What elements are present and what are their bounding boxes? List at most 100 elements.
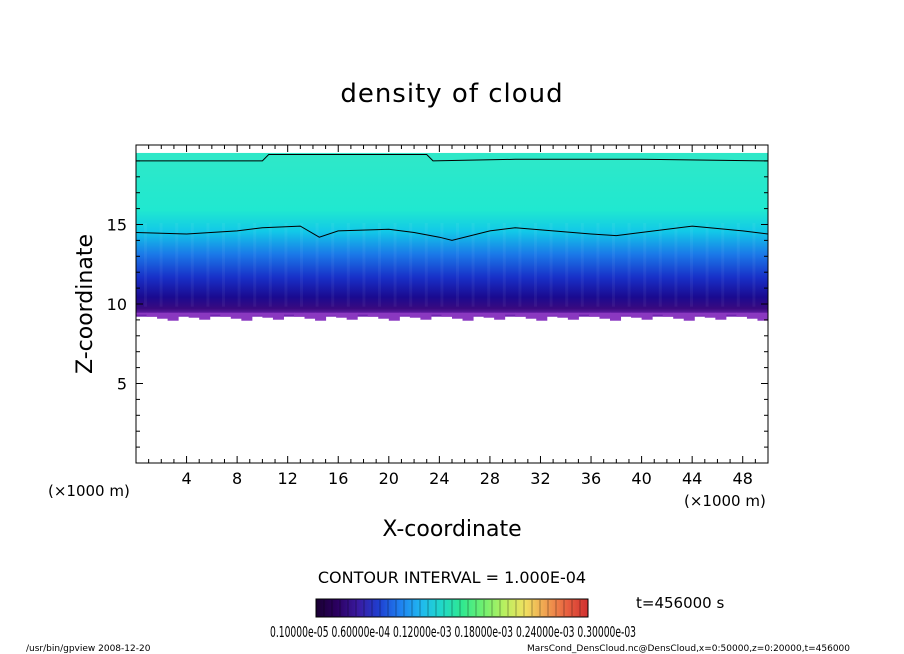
cloud-base-cell [441,312,453,317]
y-axis-ticks: 5 10 15 [107,160,768,448]
y-tick-label: 10 [107,295,127,314]
cloud-base-cell [283,312,295,315]
cloud-base-cell [146,312,158,317]
y-axis-unit: (×1000 m) [48,482,130,500]
footer-left: /usr/bin/gpview 2008-12-20 [26,644,151,654]
field-streak [284,222,288,307]
cloud-base-cell [136,312,148,315]
field-streak [424,222,428,307]
cloud-base-cell [272,312,284,320]
field-streak [736,222,740,307]
field-streak [456,222,459,307]
colorbar-labels: 0.10000e-05 0.60000e-04 0.12000e-03 0.18… [270,623,636,641]
cloud-density-field [136,152,768,321]
cloud-base-cell [409,312,421,318]
cloud-base-cell [610,312,622,321]
cloud-base-cell [483,312,495,318]
cloud-base-cell [536,312,548,321]
cloud-base-cell [220,312,232,317]
field-streak [565,222,569,307]
field-streak [300,222,303,307]
cloud-base-cell [388,312,400,321]
field-streak [393,222,397,307]
cloud-base-cell [546,312,558,316]
cloud-base-cell [525,312,537,319]
field-streak [627,222,631,307]
field-streak [237,222,241,307]
x-tick-label: 48 [733,469,753,488]
contour-line-upper [136,154,768,162]
cloud-base-cell [631,312,643,318]
contour-line-lower [136,225,768,241]
x-tick-label: 36 [581,469,601,488]
field-streak [658,222,662,307]
cloud-base-cell [399,312,411,316]
cloud-base-cell [757,312,768,321]
chart-title: density of cloud [340,79,563,109]
field-streak [409,222,413,307]
cloud-base-cell [588,312,600,317]
colorbar-ticks [323,600,581,616]
x-axis-unit: (×1000 m) [684,492,766,510]
field-streak [268,222,272,307]
cloud-base-cell [515,312,527,317]
field-streak [175,222,179,307]
field-streak [315,222,319,307]
cloud-base-cell [662,312,674,317]
field-streak [222,222,225,307]
cloud-base-cell [694,312,706,316]
x-axis-label: X-coordinate [382,517,521,542]
cloud-base-cell [473,312,485,316]
cloud-base-cell [209,312,221,315]
cloud-base-cell [557,312,569,318]
cloud-base-cell [378,312,390,319]
cloud-base-cell [673,312,685,319]
cloud-base-cell [251,312,263,316]
contour-lines [136,154,768,241]
cloud-base-cell [452,312,464,319]
x-tick-label: 16 [328,469,348,488]
x-tick-label: 44 [682,469,702,488]
x-tick-label: 20 [379,469,399,488]
cloud-base-cell [504,312,516,315]
cloud-base-cell [578,312,590,315]
cloud-base-cell [620,312,632,316]
field-streak [331,222,335,307]
cloud-base-cell [420,312,432,320]
field-streak [690,222,693,307]
x-tick-label: 12 [278,469,298,488]
x-tick-label: 32 [530,469,550,488]
cloud-layer [136,152,768,317]
field-streak [487,222,491,307]
cloud-base-cell [715,312,727,320]
field-streak [518,222,522,307]
cloud-base-cell [346,312,358,320]
x-tick-label: 4 [181,469,191,488]
cloud-base-cell [746,312,758,319]
y-axis-label: Z-coordinate [73,234,98,374]
field-streak [721,222,725,307]
x-tick-label: 40 [631,469,651,488]
field-streak [752,222,756,307]
field-streak [612,222,615,307]
field-streak [705,222,709,307]
x-tick-label: 8 [232,469,242,488]
x-axis-ticks: 4 8 12 16 20 24 28 32 36 40 44 48 [148,145,756,488]
cloud-base-cell [736,312,748,317]
cloud-base-cell [725,312,737,315]
field-streak [580,222,584,307]
cloud-base-cell [167,312,179,321]
field-streak [190,222,194,307]
cloud-base-cell [241,312,253,321]
field-streak [362,222,366,307]
field-streak [674,222,678,307]
cloud-base-cell [652,312,664,315]
field-streak [378,222,381,307]
cloud-base-cell [230,312,242,319]
field-streak [346,222,350,307]
cloud-base-cell [304,312,316,319]
cloud-base-cell [188,312,200,318]
cloud-base-cell [294,312,306,317]
cloud-base-cell [315,312,327,321]
